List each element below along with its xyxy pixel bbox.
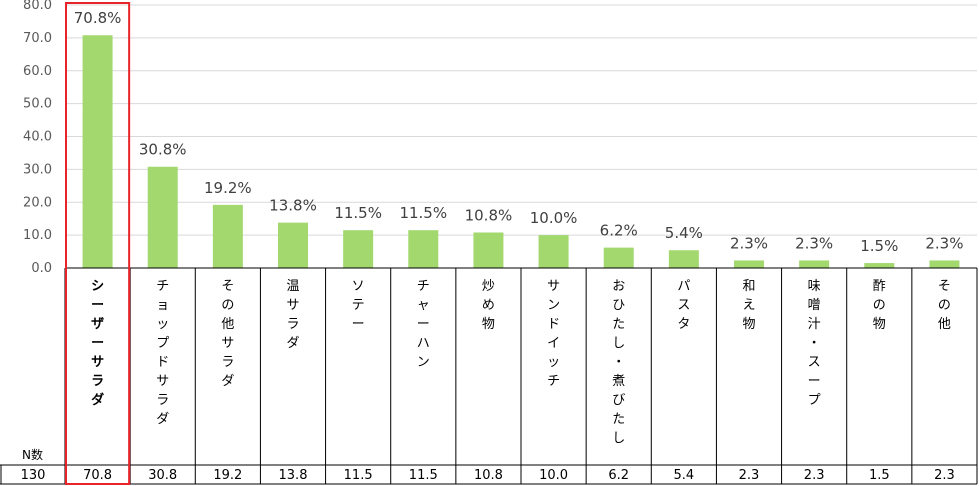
y-tick-label: 10.0 [23,228,52,243]
bar [82,35,113,269]
bar [473,232,504,268]
data-label: 2.3% [925,234,963,252]
bar [668,250,699,268]
bar [603,247,634,268]
y-tick-label: 20.0 [23,195,52,210]
category-label: シーザーサラダ [91,279,104,408]
bar [864,263,895,268]
n-header: N数 [22,447,43,462]
highlight [65,2,131,485]
category-label: 味噌汁・スープ [808,279,821,408]
bar [734,260,764,268]
data-labels: 70.8% 30.8% 19.2% 13.8% 11.5% 11.5% 10.8% 10.0%… [74,9,964,255]
bar [799,260,830,268]
y-tick-label: 60.0 [23,64,52,79]
data-label: 6.2% [600,222,638,240]
data-label: 11.5% [399,204,447,222]
grid-lines [65,4,977,236]
table-value: 10.0 [539,468,568,483]
table-value: 2.3 [934,468,955,483]
data-label: 70.8% [74,9,122,27]
table-value: 13.8 [279,468,308,483]
data-label: 30.8% [139,141,187,159]
n-value: 130 [21,468,46,483]
y-tick-label: 70.0 [23,31,52,46]
data-label: 2.3% [795,234,833,252]
y-tick-label: 80.0 [23,0,52,13]
table-value: 2.3 [804,468,825,483]
y-tick-label: 50.0 [23,97,52,112]
bar [929,260,960,268]
table-value: 6.2 [608,468,629,483]
data-label: 1.5% [860,237,898,255]
category-label: ソテー [352,279,365,332]
data-label: 11.5% [334,204,382,222]
table-value: 10.8 [474,468,503,483]
category-label: チョップドサラダ [156,279,169,427]
bar [278,222,308,268]
category-label: その他 [938,279,951,332]
bar [538,235,569,268]
table-value: 5.4 [674,468,695,483]
category-label: パスタ [677,279,690,332]
category-label: 温サラダ [286,279,299,351]
bar [408,230,439,268]
bar [212,204,243,268]
table-value: 11.5 [409,468,438,483]
category-label: 酢の物 [873,279,886,332]
data-label: 5.4% [665,224,703,242]
data-label: 10.8% [465,206,513,224]
y-axis: 0.0 10.0 20.0 30.0 40.0 50.0 60.0 70.0 80.0 [23,0,52,276]
bar [147,166,178,268]
data-label: 19.2% [204,179,252,197]
category-label: その他サラダ [221,279,234,389]
y-tick-label: 0.0 [31,261,52,276]
y-tick-label: 40.0 [23,130,52,145]
bar [343,230,374,268]
data-label: 13.8% [269,197,317,215]
table-value: 11.5 [344,468,373,483]
table-value: 30.8 [148,468,177,483]
data-label: 2.3% [730,234,768,252]
table-value: 70.8 [83,468,112,483]
y-tick-label: 30.0 [23,162,52,177]
category-label: 和え物 [742,279,755,332]
bars [82,35,960,269]
table-value: 19.2 [213,468,242,483]
table-value: 1.5 [869,468,890,483]
highlight-box [65,2,131,485]
data-label: 10.0% [530,209,578,227]
table-value: 2.3 [739,468,760,483]
category-label: 炒め物 [482,279,495,332]
category-label: チャーハン [417,279,430,370]
category-table: N数 130 70.8 30.8 19.2 13.8 11.5 11.5 10.8 10.0 6.2… [0,267,978,485]
category-label: サンドイッチ [547,279,560,389]
category-labels: シーザーサラダ チョップドサラダ その他サラダ 温サラダ ソテー チャーハン 炒め物 サンドイ… [91,279,951,446]
category-label: おひたし・煮びたし [612,279,625,446]
